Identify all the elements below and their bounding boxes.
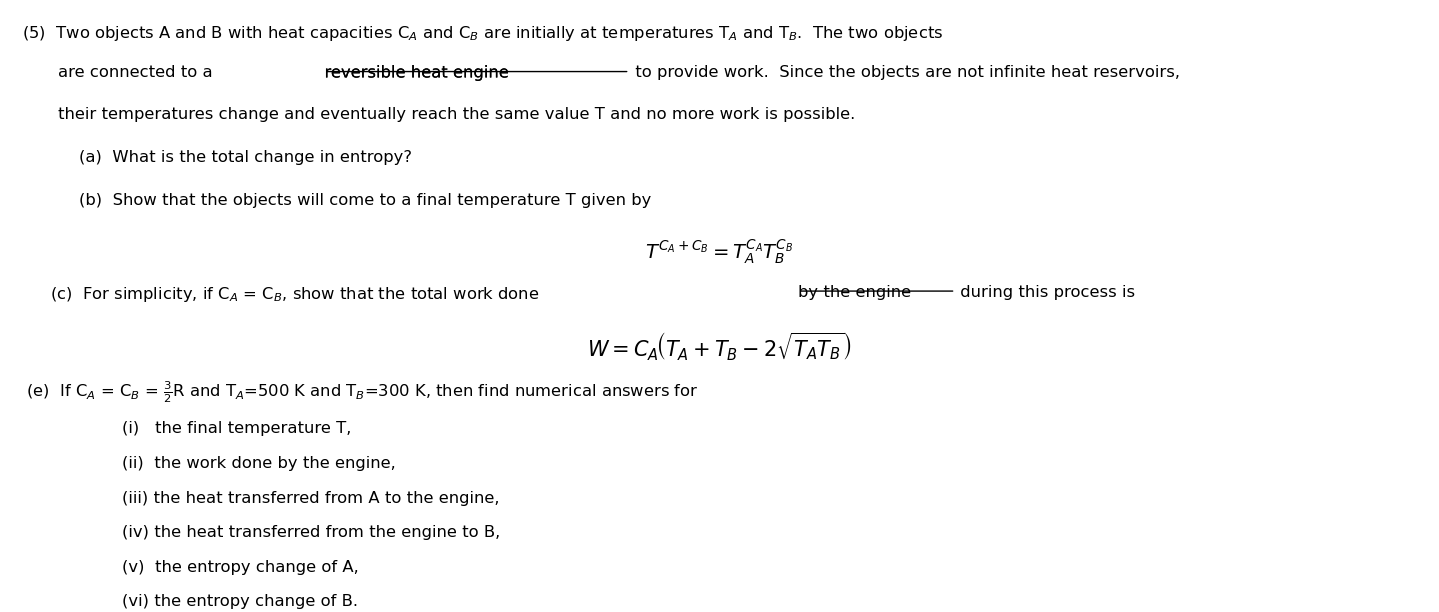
Text: $T^{C_A+C_B} = T_A^{C_A}T_B^{C_B}$: $T^{C_A+C_B} = T_A^{C_A}T_B^{C_B}$ [645, 237, 794, 266]
Text: (5)  Two objects A and B with heat capacities C$_A$ and C$_B$ are initially at t: (5) Two objects A and B with heat capaci… [22, 24, 943, 43]
Text: (iv) the heat transferred from the engine to B,: (iv) the heat transferred from the engin… [122, 525, 501, 540]
Text: during this process is: during this process is [955, 285, 1135, 300]
Text: (iii) the heat transferred from A to the engine,: (iii) the heat transferred from A to the… [122, 491, 499, 506]
Text: (vi) the entropy change of B.: (vi) the entropy change of B. [122, 594, 358, 610]
Text: (a)  What is the total change in entropy?: (a) What is the total change in entropy? [79, 151, 412, 165]
Text: (e)  If C$_A$ = C$_B$ = $\frac{3}{2}$R and T$_A$=500 K and T$_B$=300 K, then fin: (e) If C$_A$ = C$_B$ = $\frac{3}{2}$R an… [26, 379, 698, 405]
Text: (ii)  the work done by the engine,: (ii) the work done by the engine, [122, 456, 396, 471]
Text: $W = C_A\!\left(T_A + T_B - 2\sqrt{T_AT_B}\right)$: $W = C_A\!\left(T_A + T_B - 2\sqrt{T_AT_… [587, 330, 852, 363]
Text: are connected to a: are connected to a [58, 65, 217, 81]
Text: reversible heat engine: reversible heat engine [325, 65, 509, 81]
Text: (b)  Show that the objects will come to a final temperature T given by: (b) Show that the objects will come to a… [79, 193, 652, 208]
Text: (i)   the final temperature T,: (i) the final temperature T, [122, 422, 351, 436]
Text: (v)  the entropy change of A,: (v) the entropy change of A, [122, 560, 360, 575]
Text: their temperatures change and eventually reach the same value T and no more work: their temperatures change and eventually… [58, 106, 855, 122]
Text: to provide work.  Since the objects are not infinite heat reservoirs,: to provide work. Since the objects are n… [630, 65, 1180, 81]
Text: by the engine: by the engine [797, 285, 911, 300]
Text: (c)  For simplicity, if C$_A$ = C$_B$, show that the total work done: (c) For simplicity, if C$_A$ = C$_B$, sh… [50, 285, 541, 304]
